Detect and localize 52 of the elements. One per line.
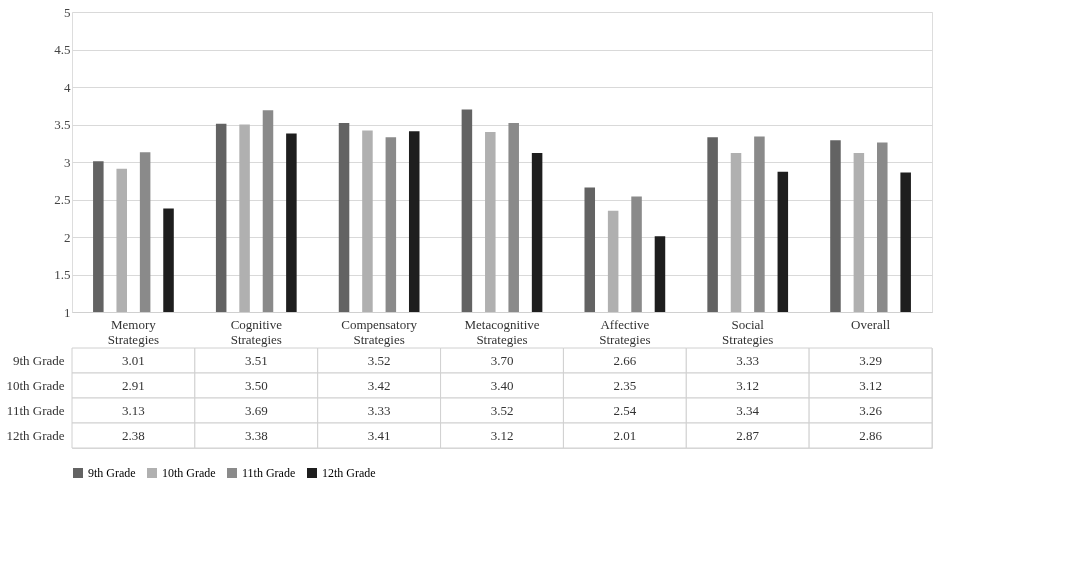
- text: 12th Grade: [6, 427, 65, 443]
- y-tick-label: 4: [64, 79, 71, 95]
- data-label: 3.69: [244, 402, 268, 418]
- x-tick-label: Social Strategies: [722, 316, 774, 347]
- x-tick-label: Overall: [851, 316, 891, 332]
- data-label: 3.12: [490, 427, 514, 443]
- y-tick-label: 3: [64, 154, 71, 170]
- data-label: 2.66: [613, 352, 637, 368]
- data-label: 2.38: [122, 427, 145, 443]
- data-label: 3.34: [736, 402, 760, 418]
- x-tick-label: Cognitive Strategies: [230, 316, 283, 347]
- data-label: 3.33: [736, 352, 760, 368]
- data-label: 3.12: [859, 377, 882, 393]
- data-label: 3.29: [859, 352, 882, 368]
- text: 9th Grade: [12, 352, 65, 368]
- data-label: 3.12: [736, 377, 760, 393]
- data-label: 3.38: [244, 427, 268, 443]
- data-label: 3.13: [122, 402, 145, 418]
- data-label: 3.33: [367, 402, 391, 418]
- y-tick-label: 1: [64, 304, 71, 320]
- data-label: 3.01: [122, 352, 145, 368]
- data-label: 3.52: [367, 352, 391, 368]
- data-label: 3.40: [490, 377, 514, 393]
- data-label: 3.41: [367, 427, 391, 443]
- data-label: 3.70: [490, 352, 514, 368]
- text: 10th Grade: [6, 377, 65, 393]
- x-tick-label: Affective Strategies: [599, 316, 651, 347]
- y-tick-label: 5: [64, 4, 71, 20]
- x-tick-label: Metacognitive Strategies: [464, 316, 540, 347]
- y-tick-label: 2: [64, 229, 71, 245]
- legend-label: 11th Grade: [242, 466, 296, 480]
- data-label: 2.87: [736, 427, 760, 443]
- y-tick-label: 3.5: [54, 117, 71, 132]
- x-tick-label: Memory Strategies: [107, 316, 160, 347]
- data-label: 3.52: [490, 402, 514, 418]
- data-label: 2.01: [613, 427, 637, 443]
- data-label: 2.86: [859, 427, 883, 443]
- data-label: 3.50: [244, 377, 268, 393]
- data-label: 3.26: [859, 402, 883, 418]
- data-label: 3.42: [367, 377, 391, 393]
- legend-label: 10th Grade: [162, 466, 216, 480]
- text: 11th Grade: [6, 402, 65, 418]
- data-label: 2.91: [122, 377, 145, 393]
- x-tick-label: Compensatory Strategies: [341, 316, 418, 347]
- legend-label: 9th Grade: [88, 466, 136, 480]
- data-label: 3.51: [244, 352, 268, 368]
- legend-label: 12th Grade: [322, 466, 376, 480]
- y-tick-label: 4.5: [54, 42, 71, 57]
- y-tick-label: 1.5: [54, 267, 71, 282]
- data-label: 2.35: [613, 377, 637, 393]
- y-tick-label: 2.5: [54, 192, 71, 207]
- data-label: 2.54: [613, 402, 637, 418]
